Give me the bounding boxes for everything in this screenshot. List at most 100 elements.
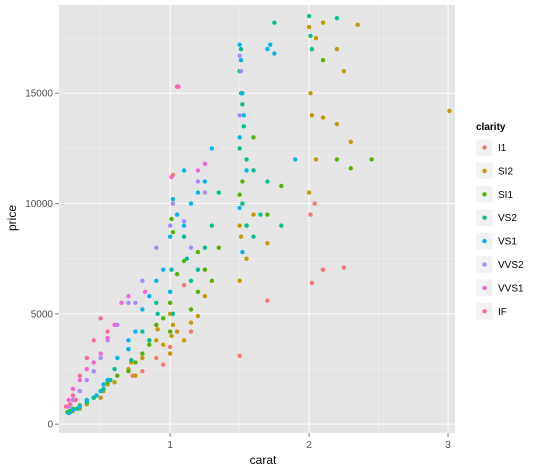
data-point-vvs2	[238, 68, 244, 74]
data-point-vs2	[334, 16, 340, 21]
data-point-vs2	[209, 223, 215, 228]
data-point-vs1	[293, 157, 298, 162]
data-point-vs2	[237, 146, 242, 151]
data-point-si2	[308, 91, 313, 96]
data-point-vs1	[237, 135, 242, 140]
data-point-vvs1	[119, 300, 124, 306]
data-point-si2	[181, 338, 187, 343]
data-point-si2	[98, 395, 103, 400]
data-point-si2	[195, 313, 201, 319]
data-point-vs1	[105, 377, 110, 383]
data-point-vs1	[98, 388, 103, 394]
data-point-si1	[167, 300, 173, 306]
legend-marker-if	[482, 309, 487, 314]
data-point-vs1	[77, 404, 83, 409]
legend-label-si1: SI1	[498, 190, 513, 201]
data-point-vs2	[240, 201, 245, 206]
data-point-vvs1	[98, 351, 103, 356]
data-point-vs2	[184, 256, 190, 261]
x-tick-label: 3	[445, 440, 451, 451]
data-point-si1	[216, 245, 221, 250]
data-point-vs2	[272, 20, 277, 25]
data-point-si2	[334, 46, 340, 52]
data-point-vvs2	[237, 113, 242, 118]
data-point-si1	[174, 271, 180, 277]
data-point-vvs2	[98, 355, 103, 361]
data-point-if	[176, 84, 181, 89]
data-point-si1	[161, 316, 166, 321]
data-point-vvs1	[202, 161, 208, 167]
data-point-si2	[244, 256, 249, 261]
data-point-vvs2	[84, 377, 89, 383]
data-point-vs2	[258, 212, 263, 217]
data-point-if	[70, 393, 76, 398]
data-point-vs1	[126, 338, 131, 343]
data-point-vs1	[167, 234, 173, 239]
data-point-if	[84, 355, 89, 361]
legend-label-vs1: VS1	[498, 237, 517, 248]
x-tick-label: 2	[306, 440, 312, 451]
data-point-vvs2	[237, 53, 242, 58]
data-point-si1	[147, 342, 152, 347]
data-point-vs1	[237, 42, 242, 47]
data-point-if	[73, 397, 78, 403]
data-point-vvs2	[170, 201, 176, 206]
data-point-vvs1	[142, 289, 148, 295]
data-point-vs1	[174, 212, 180, 217]
data-point-vs2	[202, 245, 208, 250]
data-point-i1	[140, 369, 145, 374]
data-point-si1	[209, 278, 215, 283]
data-point-vs2	[251, 168, 256, 173]
data-point-vs2	[279, 223, 284, 228]
data-point-vs1	[140, 307, 145, 312]
data-point-si2	[313, 35, 319, 41]
data-point-vs2	[265, 179, 270, 184]
data-point-si2	[155, 327, 160, 332]
data-point-vs2	[188, 278, 194, 283]
legend-label-vs2: VS2	[498, 213, 517, 224]
data-point-si2	[348, 139, 353, 144]
data-point-vs2	[155, 311, 160, 317]
legend-items: I1 SI2 SI1 VS2 VS1 VVS2 VVS1 IF	[475, 138, 524, 321]
data-point-si1	[237, 192, 242, 197]
legend: clarity I1 SI2 SI1 VS2 VS1 VVS2 VVS1 IF	[475, 122, 524, 321]
legend-marker-vs2	[482, 215, 487, 220]
data-point-vs2	[241, 124, 246, 129]
data-point-i1	[154, 355, 159, 361]
data-point-vs1	[94, 393, 99, 398]
data-point-si1	[369, 157, 374, 162]
data-point-vvs1	[105, 335, 110, 341]
data-point-si2	[174, 329, 180, 334]
data-point-si1	[169, 216, 174, 222]
data-point-si1	[320, 57, 326, 63]
data-point-si1	[334, 157, 340, 162]
plot-panel	[59, 5, 455, 433]
data-point-vs1	[237, 205, 242, 211]
data-point-vs1	[238, 57, 244, 63]
data-point-si2	[306, 190, 312, 195]
y-tick-label: 0	[47, 420, 53, 431]
y-axis-title: price	[5, 205, 19, 231]
data-point-vvs1	[112, 322, 117, 328]
data-point-vs2	[216, 190, 221, 195]
legend-marker-si1	[482, 192, 487, 197]
data-point-si1	[279, 183, 284, 189]
data-point-if	[105, 329, 110, 334]
data-point-si2	[202, 294, 208, 299]
data-point-vs1	[181, 223, 187, 228]
legend-title: clarity	[476, 122, 506, 133]
data-point-si1	[140, 351, 145, 356]
data-point-vs2	[251, 234, 256, 239]
data-point-if	[77, 373, 83, 378]
data-point-si2	[170, 322, 176, 328]
data-point-vs1	[126, 346, 131, 352]
data-point-vs1	[240, 91, 245, 96]
data-point-si1	[167, 329, 173, 334]
data-point-vs1	[181, 168, 187, 173]
data-point-vvs1	[77, 377, 83, 383]
data-point-vs1	[265, 46, 270, 52]
data-point-vs2	[147, 338, 152, 343]
data-point-si1	[126, 369, 131, 374]
data-point-vs2	[154, 300, 159, 306]
data-point-i1	[161, 362, 166, 367]
